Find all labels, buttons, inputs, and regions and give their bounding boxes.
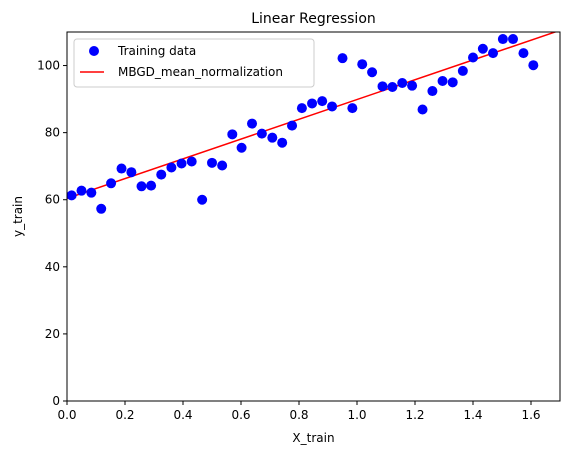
training-data-point	[528, 60, 539, 71]
training-data-point	[207, 157, 217, 168]
x-axis-label: X_train	[292, 431, 334, 445]
legend: Training data MBGD_mean_normalization	[73, 38, 315, 88]
training-data-point	[377, 81, 388, 92]
x-tick-label: 0.6	[231, 408, 250, 422]
training-data-point	[347, 103, 358, 114]
training-data-point	[477, 43, 488, 54]
x-tick-label: 0.4	[173, 408, 192, 422]
training-data-point	[468, 52, 478, 63]
x-tick-label: 1.0	[347, 408, 366, 422]
x-tick-label: 1.6	[521, 408, 540, 422]
x-tick-label: 0.8	[289, 408, 308, 422]
training-data-point	[116, 163, 127, 174]
training-data-point	[518, 48, 529, 59]
x-tick-label: 1.2	[405, 408, 424, 422]
training-data-point	[337, 53, 348, 64]
training-data-point	[437, 75, 448, 86]
y-tick-label: 100	[37, 59, 60, 73]
x-tick-label: 0.0	[57, 408, 76, 422]
training-data-point	[227, 129, 238, 140]
training-data-point	[508, 34, 519, 45]
training-data-point	[488, 48, 499, 59]
x-axis-ticks: 0.0 0.2 0.4 0.6 0.8 1.0 1.2 1.4 1.6	[57, 401, 541, 422]
training-data-point	[447, 77, 458, 88]
training-data-point	[367, 67, 378, 78]
training-data-point	[76, 185, 87, 196]
training-data-point	[67, 190, 77, 201]
training-data-point	[176, 158, 187, 169]
legend-box	[73, 38, 315, 88]
training-data-point	[136, 181, 147, 192]
y-tick-label: 80	[45, 126, 60, 140]
training-data-point	[387, 82, 398, 93]
training-data-point	[277, 137, 288, 148]
plot-area	[67, 32, 558, 214]
y-axis-ticks: 0 20 40 60 80 100	[37, 59, 67, 408]
y-tick-label: 0	[52, 394, 60, 408]
training-data-point	[307, 98, 318, 109]
training-data-point	[427, 86, 438, 97]
plot-frame	[66, 31, 561, 402]
training-data-point	[256, 128, 267, 139]
training-data-point	[287, 120, 298, 131]
training-data-point	[267, 132, 278, 143]
legend-label-training-data: Training data	[117, 44, 196, 58]
legend-label-mbgd: MBGD_mean_normalization	[118, 65, 283, 79]
y-tick-label: 40	[45, 260, 60, 274]
training-data-point	[186, 156, 197, 167]
training-data-point	[296, 103, 307, 114]
x-tick-label: 1.4	[463, 408, 482, 422]
y-tick-label: 20	[45, 327, 60, 341]
training-data-point	[397, 77, 408, 88]
training-data-point	[86, 187, 97, 198]
training-data-point	[357, 59, 368, 70]
training-data-point	[166, 162, 177, 173]
training-data-point	[317, 96, 328, 107]
training-data-point	[236, 142, 247, 153]
training-data-point	[217, 160, 228, 171]
y-axis-label: y_train	[11, 196, 25, 237]
legend-marker-training-data	[89, 46, 99, 56]
training-data-point	[126, 167, 137, 178]
training-data-point	[197, 194, 208, 205]
training-data-point	[327, 101, 338, 112]
training-data-point	[407, 80, 418, 91]
training-data-point	[106, 178, 117, 189]
y-tick-label: 60	[45, 193, 60, 207]
chart-title: Linear Regression	[251, 11, 376, 27]
x-tick-label: 0.2	[115, 408, 134, 422]
training-data-point	[247, 118, 258, 129]
training-data-point	[146, 180, 157, 191]
training-data-point	[497, 34, 508, 45]
training-data-point	[457, 65, 468, 76]
training-data-point	[417, 104, 428, 115]
training-data-point	[96, 203, 107, 214]
training-data-point	[156, 169, 167, 180]
